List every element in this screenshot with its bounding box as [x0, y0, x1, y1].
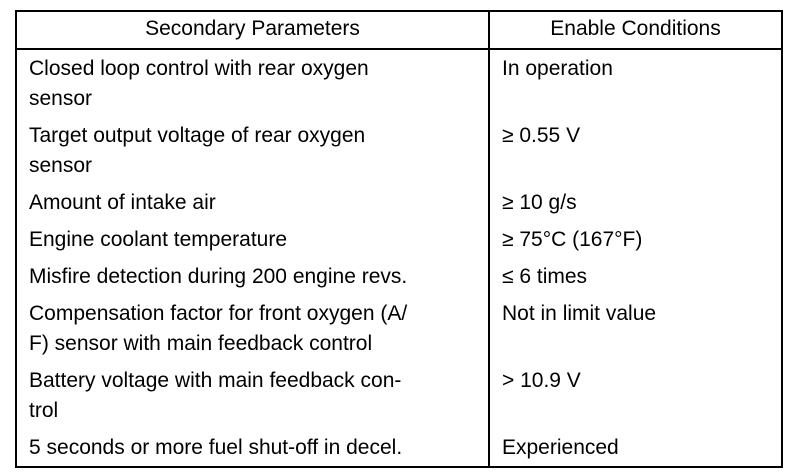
table-row: Misfire detection during 200 engine revs…	[15, 258, 783, 295]
table-cell: ≥ 75°C (167°F)	[488, 221, 783, 258]
cell-text-line: ≥ 10 g/s	[502, 191, 577, 214]
cell-text-line: ≥ 75°C (167°F)	[502, 228, 643, 251]
table-row: Battery voltage with main feedback con-t…	[15, 362, 783, 429]
cell-text-line: F) sensor with main feedback control	[29, 332, 373, 355]
cell-text-line: Battery voltage with main feedback con-	[29, 369, 402, 392]
cell-text-line: Amount of intake air	[29, 191, 216, 214]
cell-text-line: sensor	[29, 154, 93, 177]
table-row: Target output voltage of rear oxygen sens…	[15, 117, 783, 184]
table-cell: ≥ 0.55 V	[488, 117, 783, 184]
cell-text-line: 5 seconds or more fuel shut-off in decel…	[29, 436, 403, 459]
table-cell: In operation	[488, 49, 783, 117]
header-row: Secondary Parameters Enable Conditions	[15, 10, 783, 50]
table-cell: Closed loop control with rear oxygen sens…	[15, 49, 490, 117]
header-cell: Enable Conditions	[488, 10, 783, 50]
table-cell: Compensation factor for front oxygen (A/…	[15, 295, 490, 362]
cell-text-line: Target output voltage of rear oxygen	[29, 124, 366, 147]
cell-text-line: In operation	[502, 57, 613, 80]
table-cell: Experienced	[488, 429, 783, 468]
table-container: Secondary Parameters Enable Conditions Clo…	[15, 10, 783, 468]
table-row: Engine coolant temperature ≥ 75°C (167°F)	[15, 221, 783, 258]
cell-text-line: ≥ 0.55 V	[502, 124, 581, 147]
table-row: Compensation factor for front oxygen (A/…	[15, 295, 783, 362]
table-cell: Engine coolant temperature	[15, 221, 490, 258]
cell-text-line: Compensation factor for front oxygen (A/	[29, 302, 408, 325]
cell-text-line: sensor	[29, 87, 93, 110]
cell-text-line: trol	[29, 399, 59, 422]
table-cell: > 10.9 V	[488, 362, 783, 429]
table-cell: Not in limit value	[488, 295, 783, 362]
cell-text-line: Not in limit value	[502, 302, 657, 325]
cell-text-line: ≤ 6 times	[502, 265, 588, 288]
cell-text-line: Experienced	[502, 436, 619, 459]
table-cell: Misfire detection during 200 engine revs…	[15, 258, 490, 295]
table-cell: Amount of intake air	[15, 184, 490, 221]
cell-text-line: > 10.9 V	[502, 369, 581, 392]
table-cell: ≤ 6 times	[488, 258, 783, 295]
cell-text-line: Engine coolant temperature	[29, 228, 287, 251]
table-cell: Battery voltage with main feedback con-t…	[15, 362, 490, 429]
table-cell: ≥ 10 g/s	[488, 184, 783, 221]
table-row: Closed loop control with rear oxygen sens…	[15, 49, 783, 117]
table-cell: Target output voltage of rear oxygen sens…	[15, 117, 490, 184]
cell-text-line: Closed loop control with rear oxygen	[29, 57, 369, 80]
table-cell: 5 seconds or more fuel shut-off in decel…	[15, 429, 490, 468]
cell-text-line: Misfire detection during 200 engine revs…	[29, 265, 408, 288]
table-row: 5 seconds or more fuel shut-off in decel…	[15, 429, 783, 468]
parameters-table: Secondary Parameters Enable Conditions Clo…	[15, 10, 783, 468]
table-row: Amount of intake air ≥ 10 g/s	[15, 184, 783, 221]
header-cell: Secondary Parameters	[15, 10, 490, 50]
